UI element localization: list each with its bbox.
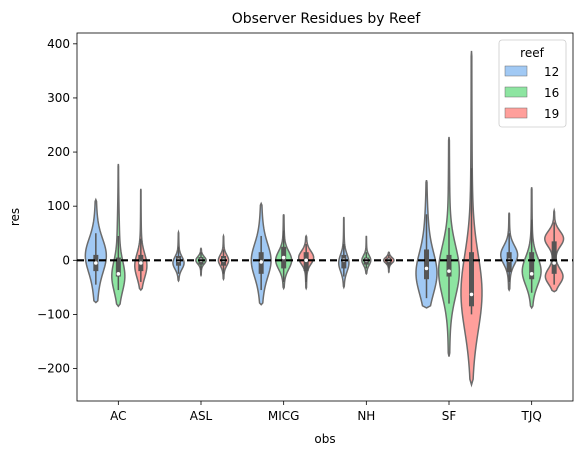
violin-ac-reef-16-median <box>116 272 121 276</box>
violin-tjq-reef-19-iqr-box <box>551 241 557 274</box>
legend-swatch-19 <box>504 107 528 119</box>
legend-swatch-12 <box>504 65 528 77</box>
legend-title: reef <box>520 46 544 60</box>
legend-frame <box>498 39 567 128</box>
axes-frame <box>76 32 574 402</box>
y-tick-label: 100 <box>47 199 70 213</box>
x-tick-label: MICG <box>268 409 300 423</box>
chart-title: Observer Residues by Reef <box>232 11 422 27</box>
axis-ticks: −200 −100 0 100 200 300 400 AC ASL MICG NH SF TJQ <box>37 37 542 423</box>
violin-tjq-reef-12-iqr-box <box>506 252 512 273</box>
x-tick-label: AC <box>110 409 126 423</box>
y-axis-label: res <box>8 208 22 226</box>
violin-micg-reef-12-median <box>259 260 263 264</box>
legend-label-19: 19 <box>544 107 559 121</box>
x-tick-label: SF <box>442 409 457 423</box>
x-tick-label: TJQ <box>521 409 542 423</box>
plot-area <box>77 50 573 388</box>
violin-ac-reef-16 <box>111 163 126 308</box>
x-axis-label: obs <box>314 432 335 446</box>
violin-micg-reef-16-median <box>281 255 286 260</box>
y-tick-label: −200 <box>37 362 70 376</box>
legend: reef 12 16 19 <box>498 39 567 128</box>
violin-sf-reef-19-median <box>469 292 474 297</box>
legend-label-12: 12 <box>544 65 559 79</box>
violin-ac-reef-12-median <box>94 261 98 265</box>
violin-ac-reef-16-iqr-box <box>115 257 121 277</box>
legend-swatch-16 <box>504 86 528 98</box>
violin-sf-reef-16-iqr-box <box>446 254 452 277</box>
violin-tjq-reef-16-iqr-box <box>529 252 535 280</box>
y-tick-label: −100 <box>37 307 70 321</box>
y-tick-label: 0 <box>62 253 70 267</box>
violin-sf-reef-12-iqr-box <box>424 249 429 280</box>
x-tick-label: ASL <box>190 409 213 423</box>
legend-label-16: 16 <box>544 86 559 100</box>
x-tick-label: NH <box>357 409 375 423</box>
violin-sf-reef-16-median <box>447 269 451 273</box>
y-tick-label: 300 <box>47 91 70 105</box>
violin-ac-reef-19-median <box>139 261 143 265</box>
violin-tjq-reef-16-median <box>529 272 534 276</box>
violin-micg-reef-19-median <box>304 258 308 263</box>
y-tick-label: 400 <box>47 37 70 51</box>
y-tick-label: 200 <box>47 145 70 159</box>
violin-sf-reef-12-median <box>424 266 429 271</box>
violin-sf-reef-19-iqr-box <box>469 252 474 307</box>
violin-tjq-reef-19-median <box>552 261 556 265</box>
